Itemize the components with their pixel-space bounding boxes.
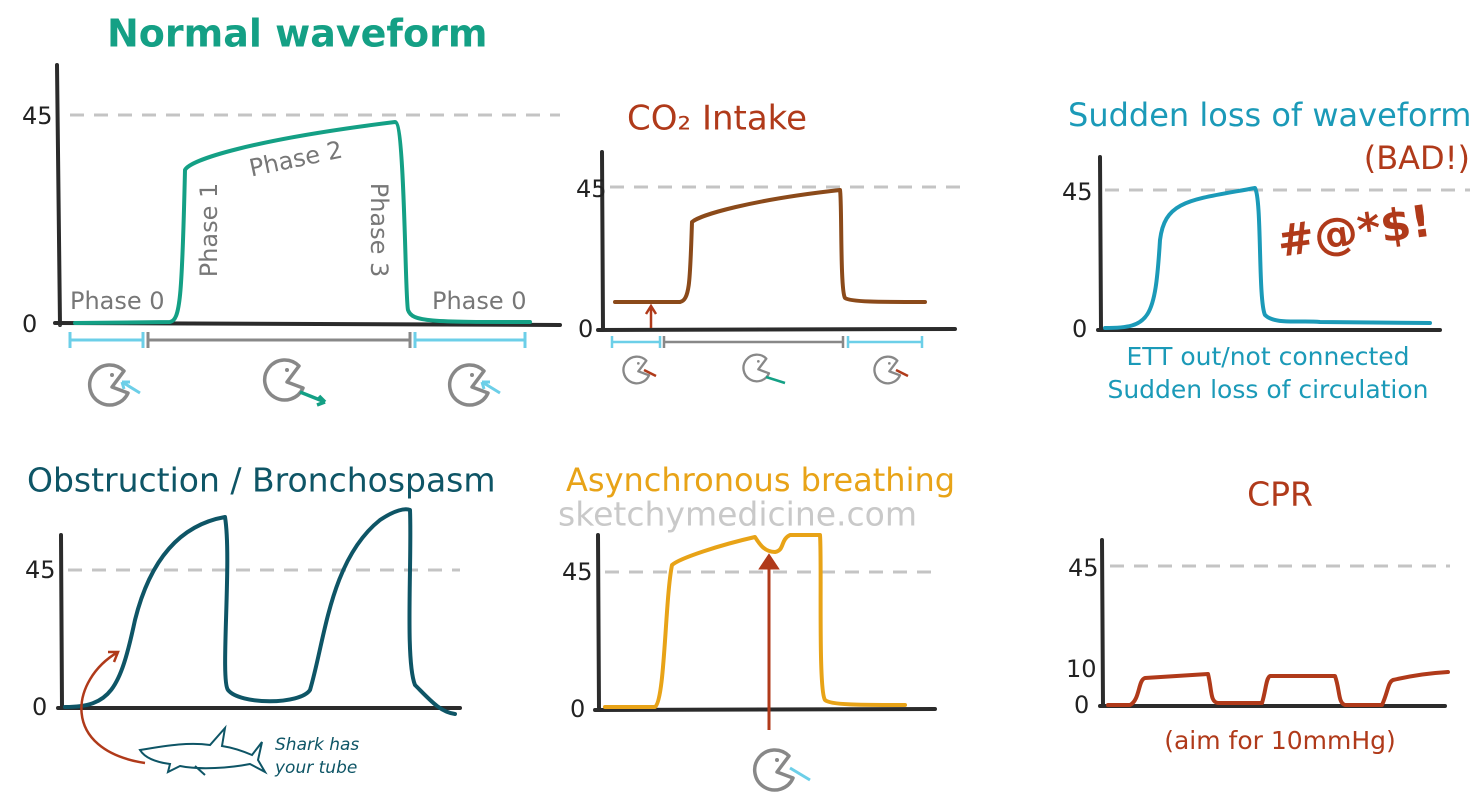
panel-title: CO₂ Intake <box>627 99 807 139</box>
inhale-arrow <box>895 368 909 378</box>
waveform <box>63 507 457 716</box>
expiration-bracket <box>662 336 845 348</box>
note: (aim for 10mmHg) <box>1164 726 1396 755</box>
phase-label: Phase 1 <box>195 183 223 278</box>
panel-title: CPR <box>1247 475 1313 514</box>
phase-label: Phase 0 <box>70 287 165 315</box>
axes <box>593 533 937 712</box>
panel-title: Asynchronous breathing <box>566 461 955 499</box>
axes <box>1096 155 1442 332</box>
note: Sudden loss of circulation <box>1107 375 1428 404</box>
axes <box>56 533 462 710</box>
tick-label: 0 <box>570 695 585 723</box>
waveform <box>1103 186 1432 330</box>
exhale-arrow <box>299 390 327 407</box>
inhale-arrow <box>789 766 811 782</box>
tick-label: 45 <box>1062 178 1093 206</box>
tick-label: 10 <box>1066 655 1097 683</box>
tick-label: 45 <box>25 556 56 584</box>
inspiration-bracket <box>68 332 527 348</box>
face-icon <box>752 748 795 792</box>
phase-label: Phase 3 <box>365 183 393 278</box>
tick-label: 45 <box>576 175 607 203</box>
face-icon <box>742 353 771 383</box>
watermark: sketchymedicine.com <box>558 495 917 534</box>
axes <box>53 63 562 327</box>
axes <box>596 150 957 332</box>
shark <box>138 724 268 776</box>
tick-label: 45 <box>562 558 593 586</box>
panel-title: Obstruction / Bronchospasm <box>27 461 496 500</box>
face-icon <box>262 358 305 402</box>
panel-subtitle: (BAD!) <box>1364 139 1470 177</box>
panel-title: Sudden loss of waveform <box>1068 96 1471 134</box>
tick-label: 0 <box>578 315 593 343</box>
exclamation: #@*$! <box>1274 196 1434 268</box>
waveform <box>603 533 907 709</box>
note: your tube <box>274 758 357 778</box>
tick-label: 0 <box>32 693 47 721</box>
shark-arrow <box>80 650 146 765</box>
tick-label: 45 <box>22 102 53 130</box>
intake-arrow <box>644 303 658 328</box>
expiration-bracket <box>146 332 412 348</box>
inhale-arrow <box>643 368 657 378</box>
inhale-arrow <box>480 380 501 395</box>
tick-label: 45 <box>1068 554 1099 582</box>
effort-arrow <box>758 553 780 730</box>
exhale-arrow <box>765 375 786 385</box>
phase-label: Phase 0 <box>432 287 527 315</box>
note: ETT out/not connected <box>1126 342 1409 371</box>
waveform <box>1106 670 1450 707</box>
panel-title: Normal waveform <box>107 12 487 56</box>
inhale-arrow <box>120 380 141 395</box>
note: Shark has <box>275 735 359 755</box>
inspiration-bracket <box>610 336 924 348</box>
axes <box>1098 538 1447 708</box>
tick-label: 0 <box>22 310 37 338</box>
waveform <box>613 188 927 304</box>
tick-label: 0 <box>1074 691 1089 719</box>
waveform <box>73 120 532 325</box>
tick-label: 0 <box>1072 315 1087 343</box>
